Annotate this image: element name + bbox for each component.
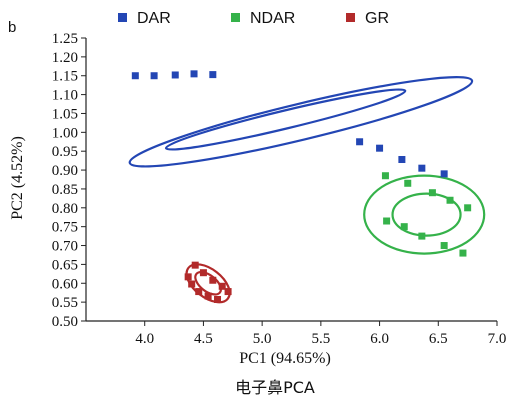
ndar-point <box>418 232 426 240</box>
y-axis-label: PC2 (4.52%) <box>9 136 26 220</box>
ndar-point <box>459 249 467 257</box>
dar-point <box>209 71 217 79</box>
y-tick-label: 0.95 <box>52 144 78 160</box>
y-tick-label: 1.05 <box>52 106 78 122</box>
ndar-point <box>381 172 389 180</box>
dar-ellipse-outer <box>128 76 474 168</box>
gr-point <box>188 280 196 288</box>
ndar-point <box>446 196 454 204</box>
y-tick-label: 1.25 <box>52 31 78 47</box>
gr-point <box>204 292 212 300</box>
y-tick-label: 0.50 <box>52 314 78 330</box>
y-tick-label: 1.00 <box>52 125 78 141</box>
ndar-point <box>440 242 448 250</box>
dar-point <box>376 144 384 152</box>
ndar-ellipse-outer <box>363 174 486 255</box>
y-tick-label: 0.85 <box>52 182 78 198</box>
x-tick-label: 6.0 <box>370 331 389 347</box>
gr-legend-label: GR <box>365 10 389 27</box>
dar-ellipse-inner <box>164 88 407 151</box>
x-axis-label: PC1 (94.65%) <box>239 350 331 367</box>
y-axis-ticks: 0.50 0.55 0.60 0.65 0.70 0.75 0.80 0.85 0.90 0.95… <box>52 31 86 330</box>
gr-point <box>184 273 192 281</box>
y-tick-label: 0.70 <box>52 239 78 255</box>
y-tick-label: 0.90 <box>52 163 78 179</box>
y-tick-label: 0.65 <box>52 257 78 273</box>
ndar-point <box>383 217 391 225</box>
x-tick-label: 4.5 <box>194 331 213 347</box>
y-tick-label: 0.60 <box>52 276 78 292</box>
legend: DAR NDAR GR <box>118 10 389 27</box>
dar-legend-swatch <box>118 13 127 22</box>
panel-letter: b <box>8 19 16 36</box>
y-tick-label: 0.55 <box>52 295 78 311</box>
y-tick-label: 1.15 <box>52 69 78 85</box>
x-tick-label: 6.5 <box>429 331 448 347</box>
ndar-legend-label: NDAR <box>250 10 295 27</box>
y-tick-label: 1.20 <box>52 50 78 66</box>
x-tick-label: 7.0 <box>488 331 507 347</box>
x-tick-label: 4.0 <box>135 331 154 347</box>
ndar-legend-swatch <box>231 13 240 22</box>
axes <box>85 38 497 322</box>
dar-point <box>150 72 158 80</box>
ndar-point <box>428 189 436 197</box>
figure-caption: 电子鼻PCA <box>235 378 315 397</box>
x-tick-label: 5.5 <box>311 331 330 347</box>
gr-point <box>191 261 199 269</box>
dar-point <box>398 156 406 164</box>
gr-point <box>224 288 232 296</box>
dar-point <box>190 70 198 78</box>
dar-point <box>440 170 448 178</box>
dar-point <box>356 138 364 146</box>
data-points <box>131 70 472 303</box>
x-tick-label: 5.0 <box>253 331 272 347</box>
gr-point <box>195 288 203 296</box>
gr-point <box>214 295 222 303</box>
ndar-point <box>404 179 412 187</box>
y-tick-label: 0.75 <box>52 220 78 236</box>
y-tick-label: 1.10 <box>52 88 78 104</box>
gr-point <box>199 269 207 277</box>
dar-legend-label: DAR <box>137 10 171 27</box>
gr-legend-swatch <box>346 13 355 22</box>
gr-point <box>209 276 217 284</box>
y-tick-label: 0.80 <box>52 201 78 217</box>
gr-point <box>218 282 226 290</box>
ndar-point <box>464 204 472 212</box>
x-axis-ticks: 4.0 4.5 5.0 5.5 6.0 6.5 7.0 <box>135 321 506 347</box>
ndar-point <box>400 223 408 231</box>
ndar-ellipse-inner <box>391 192 462 237</box>
confidence-ellipses <box>128 76 486 304</box>
dar-point <box>418 164 426 172</box>
dar-point <box>171 71 179 79</box>
dar-point <box>131 72 139 80</box>
